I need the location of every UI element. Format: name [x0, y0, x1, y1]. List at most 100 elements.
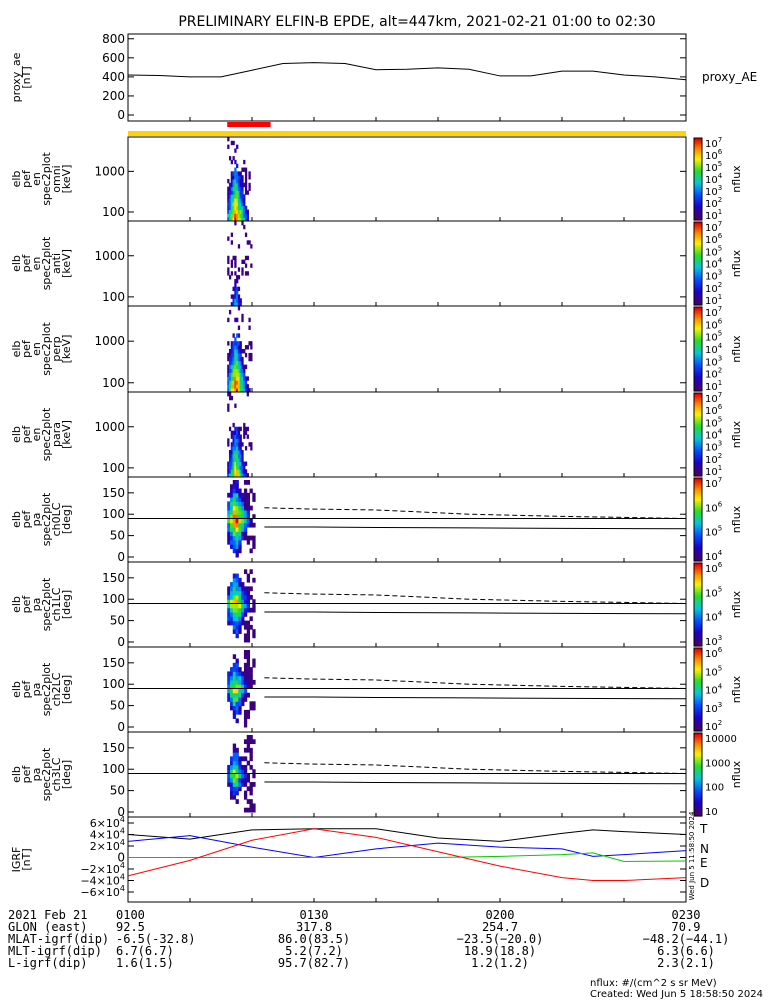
- spec-cell-3-2-1: [230, 384, 234, 389]
- colorbar-cell-7-2: [694, 652, 702, 655]
- spec-cell-1-0-7: [227, 190, 230, 195]
- colorbar-tick-1-3: 104: [705, 172, 723, 186]
- spec-cell-1-8-10: [241, 179, 244, 184]
- spec-cell-3-10-0: [244, 388, 248, 393]
- spec-cell-4-3-11: [232, 430, 235, 435]
- pa-cell-5-6-5: [243, 531, 248, 537]
- footer-value-3-1: 5.2(7.2): [285, 944, 343, 958]
- spec-cell-2-2-11: [230, 259, 234, 264]
- pa-cell-6-7-3: [246, 624, 251, 630]
- spec-cell-3-1-4: [228, 372, 232, 377]
- spec-cell-3-6-0: [237, 388, 241, 393]
- spec-cell-4-3-8: [232, 442, 235, 447]
- pa-cell-5-3-0: [235, 552, 239, 558]
- spec-cell-4-7-0: [239, 473, 242, 478]
- colorbar-tick-2-1: 106: [705, 232, 723, 246]
- spec-cell-1-10-1: [244, 213, 248, 218]
- colorbar-cell-1-33: [694, 205, 702, 209]
- pa-cell-8-2-12: [232, 756, 237, 762]
- pa-cell-7-3-14: [235, 662, 239, 668]
- pa-cell-8-6-16: [243, 739, 248, 745]
- pa-cell-5-9-2: [252, 544, 256, 549]
- colorbar-frame-3: [693, 306, 703, 392]
- spec-cell-1-1-8: [228, 186, 232, 191]
- spec-cell-1-4-1: [234, 213, 237, 218]
- spec-cell-3-7-10: [239, 349, 242, 354]
- pa-cell-7-1-8: [229, 688, 234, 694]
- colorbar-cell-3-8: [694, 323, 702, 327]
- spec-cell-1-6-8: [237, 186, 241, 191]
- spec-cell-3-1-20: [228, 309, 232, 315]
- pa-cell-8-2-7: [232, 777, 237, 783]
- colorbar-cell-8-28: [694, 791, 702, 794]
- spec-cell-1-8-6: [241, 194, 244, 199]
- colorbar-tick-8-2: 100: [705, 783, 724, 794]
- spec-cell-1-5-14: [236, 163, 239, 169]
- pa-cell-6-1-10: [229, 594, 234, 600]
- spec-cell-1-2-1: [230, 213, 234, 218]
- colorbar-cell-6-37: [694, 639, 702, 643]
- spec-cell-1-3-1: [232, 213, 235, 218]
- pa-cell-7-6-13: [243, 667, 248, 672]
- colorbar-cell-8-21: [694, 776, 702, 780]
- spec-cell-1-2-7: [230, 190, 234, 195]
- spec-cell-3-4-12: [234, 341, 237, 346]
- pa-cell-7-5-7: [241, 692, 245, 698]
- colorbar-cell-2-23: [694, 269, 702, 273]
- colorbar-cell-4-31: [694, 457, 702, 460]
- colorbar-cell-8-0: [694, 733, 702, 736]
- colorbar-cell-2-7: [694, 236, 702, 240]
- spec-cell-1-4-13: [234, 167, 237, 172]
- pa-cell-5-7-4: [246, 535, 251, 541]
- pa-cell-5-3-4: [235, 535, 239, 541]
- spec-cell-3-5-5: [236, 368, 239, 373]
- footer-value-1-2: 254.7: [482, 920, 518, 934]
- spec-cell-2-9-11: [243, 259, 246, 264]
- spec-cell-2-4-2: [234, 294, 237, 299]
- colorbar-tick-4-5: 102: [705, 452, 722, 466]
- pa-cell-6-4-13: [238, 582, 242, 587]
- colorbar-cell-3-15: [694, 338, 702, 342]
- ylabel-3-1: pef: [20, 339, 33, 358]
- ytick-label-7-1: 100: [102, 677, 125, 691]
- colorbar-cell-8-10: [694, 753, 702, 757]
- spec-cell-4-3-7: [232, 446, 235, 451]
- spec-cell-3-7-4: [239, 372, 242, 377]
- pa-cell-6-6-9: [243, 599, 248, 604]
- pa-cell-7-4-11: [238, 675, 242, 681]
- ylabel-8-2: pa: [30, 768, 43, 782]
- spec-cell-1-8-4: [241, 201, 244, 207]
- pa-cell-5-0-6: [227, 527, 231, 532]
- ylabel-4-1: pef: [20, 425, 33, 444]
- pa-spectrogram-7: [227, 650, 256, 728]
- colorbar-cell-4-35: [694, 465, 702, 469]
- pa-cell-5-5-10: [241, 509, 245, 515]
- ytick-label-0-3: 200: [102, 89, 125, 103]
- colorbar-cell-2-24: [694, 271, 702, 275]
- pa-cell-8-1-6: [229, 782, 234, 787]
- pa-cell-6-4-11: [238, 590, 242, 596]
- spec-cell-1-7-8: [239, 186, 242, 191]
- spec-cell-1-0-4: [227, 201, 230, 207]
- ylabel-3-5: [keV]: [60, 335, 73, 364]
- spec-cell-4-12-8: [248, 442, 251, 447]
- colorbar-cell-5-26: [694, 531, 702, 535]
- colorbar-cell-4-33: [694, 461, 702, 465]
- spec-cell-1-6-3: [237, 205, 241, 211]
- spec-cell-3-5-10: [236, 349, 239, 354]
- pa-cell-7-7-7: [246, 692, 251, 698]
- pa-cell-5-1-13: [229, 497, 234, 502]
- colorbar-cell-7-17: [694, 683, 702, 686]
- pa-cell-5-0-14: [227, 492, 231, 498]
- colorbar-cell-2-6: [694, 234, 702, 238]
- ylabel-1-1: pef: [20, 169, 33, 188]
- colorbar-cell-8-26: [694, 786, 702, 790]
- colorbar-cell-8-31: [694, 797, 702, 800]
- colorbar-cell-4-30: [694, 455, 702, 458]
- ylabel-5-4: ch0LC: [50, 502, 63, 536]
- pa-cell-6-2-8: [232, 603, 237, 609]
- spec-cell-4-5-0: [236, 473, 239, 478]
- pa-cell-7-2-5: [232, 701, 237, 707]
- pa-cell-8-2-10: [232, 764, 237, 770]
- spec-cell-4-4-0: [234, 473, 237, 478]
